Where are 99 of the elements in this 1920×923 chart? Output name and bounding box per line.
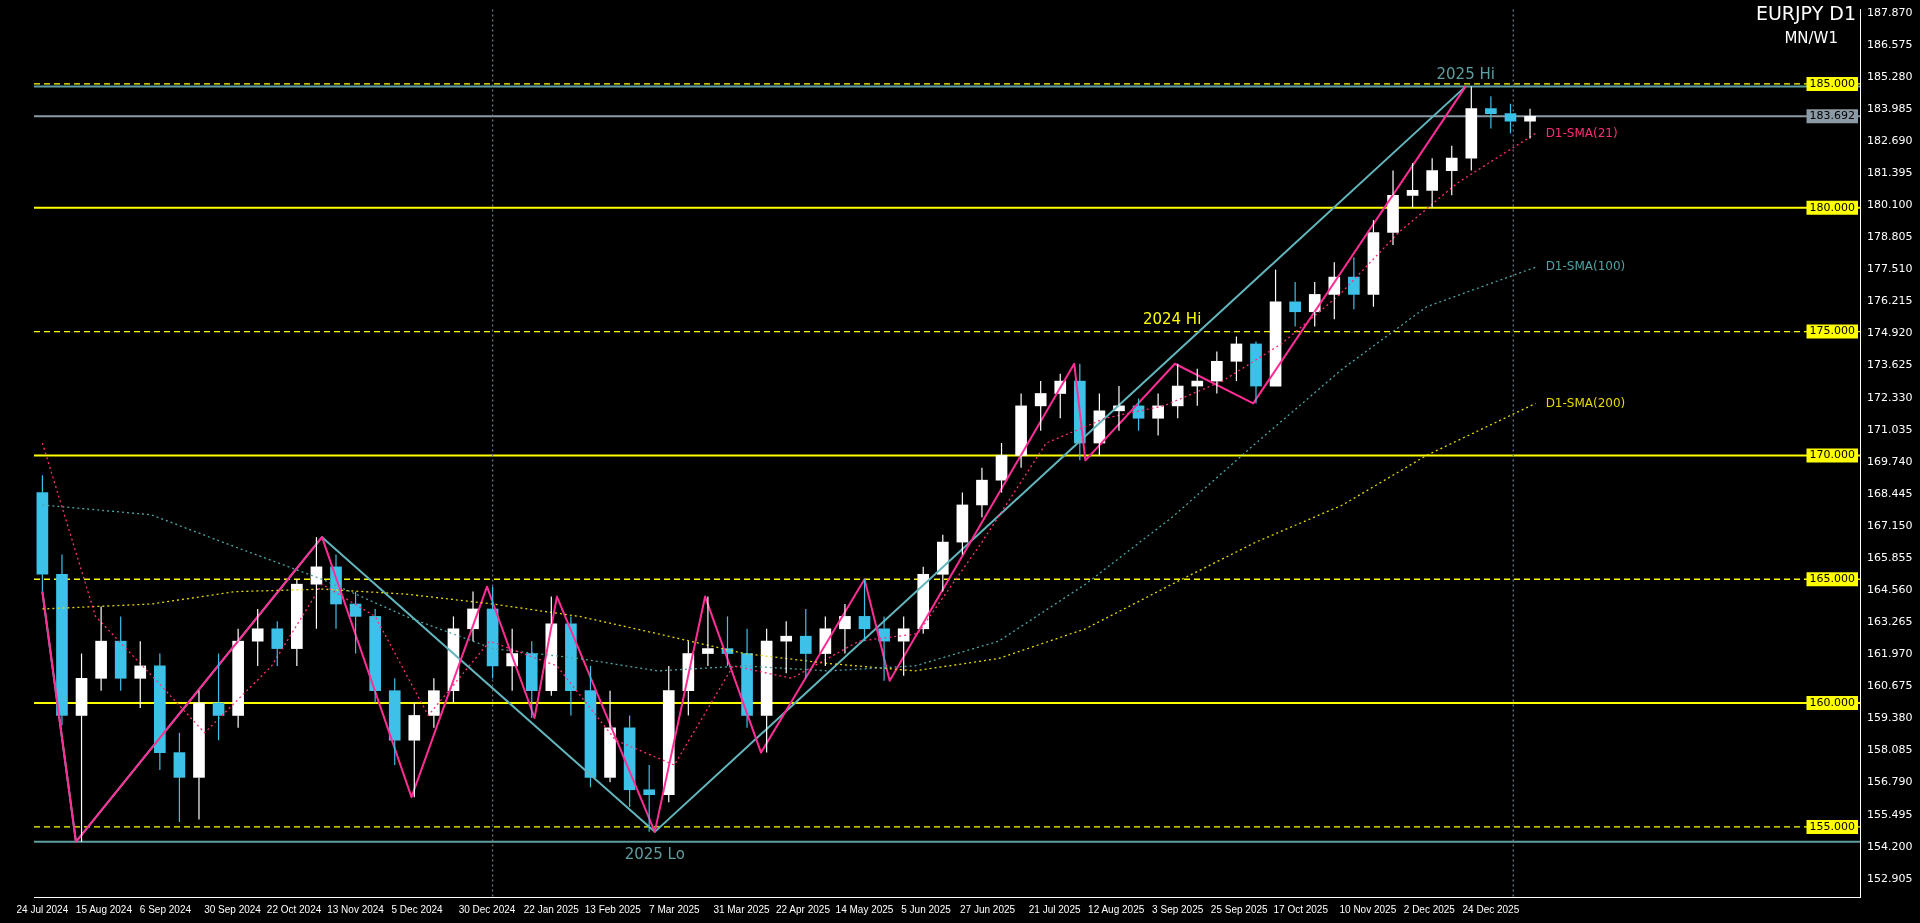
candlestick bbox=[1152, 392, 1164, 437]
x-tick-label: 5 Jun 2025 bbox=[901, 903, 952, 915]
candlestick bbox=[604, 690, 616, 783]
ref-line-label: 170.000 bbox=[1809, 448, 1855, 462]
candlestick bbox=[1250, 340, 1262, 404]
y-tick-label: 156.790 bbox=[1867, 775, 1913, 789]
y-tick-label: 180.100 bbox=[1867, 198, 1913, 212]
y-tick-label: 176.215 bbox=[1867, 294, 1913, 308]
y-tick-label: 174.920 bbox=[1867, 326, 1913, 340]
x-tick-label: 22 Oct 2024 bbox=[266, 903, 322, 915]
x-tick-label: 22 Apr 2025 bbox=[776, 903, 831, 915]
chart-title: EURJPY D1 bbox=[1755, 2, 1856, 25]
candlestick bbox=[1485, 95, 1497, 130]
y-tick-label: 187.870 bbox=[1867, 5, 1913, 19]
y-tick-label: 152.905 bbox=[1867, 871, 1913, 885]
y-tick-label: 181.395 bbox=[1867, 166, 1913, 180]
y-tick-label: 158.085 bbox=[1867, 743, 1913, 757]
candlestick bbox=[134, 640, 147, 709]
ref-line-label: 165.000 bbox=[1809, 572, 1855, 586]
series-label: D1-SMA(21) bbox=[1545, 125, 1618, 140]
x-tick-label: 10 Nov 2025 bbox=[1339, 903, 1397, 915]
candlestick bbox=[56, 553, 68, 726]
x-tick-label: 24 Dec 2025 bbox=[1462, 903, 1520, 915]
line-series bbox=[41, 402, 1537, 672]
x-tick-label: 31 Mar 2025 bbox=[713, 903, 770, 915]
x-tick-label: 7 Mar 2025 bbox=[649, 903, 701, 915]
y-tick-label: 160.675 bbox=[1867, 679, 1913, 693]
candlestick bbox=[173, 732, 186, 823]
candlestick bbox=[75, 652, 88, 843]
y-tick-label: 168.445 bbox=[1867, 486, 1913, 500]
y-tick-label: 155.495 bbox=[1867, 807, 1913, 821]
x-tick-label: 30 Dec 2024 bbox=[458, 903, 516, 915]
x-tick-label: 13 Nov 2024 bbox=[327, 903, 385, 915]
line-series bbox=[41, 132, 1537, 766]
candlestick bbox=[1524, 108, 1536, 139]
y-tick-label: 161.970 bbox=[1867, 647, 1913, 661]
x-tick-label: 6 Sep 2024 bbox=[139, 903, 192, 915]
candlestick bbox=[702, 595, 714, 667]
candlestick bbox=[1348, 256, 1360, 310]
annotation: 2024 Hi bbox=[1142, 309, 1202, 328]
ref-line-label: 185.000 bbox=[1809, 76, 1855, 90]
ref-line-label: 160.000 bbox=[1809, 695, 1855, 709]
y-tick-label: 169.740 bbox=[1867, 454, 1913, 468]
y-tick-label: 178.805 bbox=[1867, 230, 1913, 244]
candlestick bbox=[976, 467, 988, 518]
candlestick bbox=[565, 615, 577, 717]
x-tick-label: 25 Sep 2025 bbox=[1210, 903, 1269, 915]
y-tick-label: 172.330 bbox=[1867, 390, 1913, 404]
y-tick-label: 164.560 bbox=[1867, 583, 1913, 596]
candlestick bbox=[212, 652, 225, 741]
y-tick-label: 159.380 bbox=[1867, 711, 1913, 725]
y-tick-label: 163.265 bbox=[1867, 615, 1913, 629]
candlestick bbox=[1289, 281, 1301, 328]
line-series bbox=[41, 266, 1537, 672]
annotation: 2025 Hi bbox=[1436, 64, 1495, 83]
ref-line-label: 183.692 bbox=[1809, 109, 1855, 123]
series-label: D1-SMA(100) bbox=[1545, 259, 1626, 274]
x-tick-label: 14 May 2025 bbox=[835, 903, 894, 915]
x-tick-label: 22 Jan 2025 bbox=[523, 903, 580, 915]
x-tick-label: 15 Aug 2024 bbox=[75, 903, 133, 915]
y-tick-label: 171.035 bbox=[1867, 422, 1913, 436]
annotation: 2025 Lo bbox=[624, 845, 685, 864]
ref-line-label: 155.000 bbox=[1809, 819, 1855, 833]
x-tick-label: 30 Sep 2024 bbox=[204, 903, 262, 915]
candlestick bbox=[741, 628, 753, 729]
text: MN/W1 bbox=[1784, 29, 1838, 48]
x-tick-label: 5 Dec 2024 bbox=[391, 903, 444, 915]
candlestick bbox=[799, 608, 812, 679]
candlestick bbox=[232, 628, 244, 729]
x-tick-label: 24 Jul 2024 bbox=[16, 903, 69, 915]
x-tick-label: 27 Jun 2025 bbox=[960, 903, 1016, 915]
y-tick-label: 154.200 bbox=[1867, 839, 1913, 853]
ref-line-label: 175.000 bbox=[1809, 324, 1855, 338]
candlestick bbox=[95, 605, 107, 692]
candlestick bbox=[643, 764, 656, 833]
x-tick-label: 12 Aug 2025 bbox=[1088, 903, 1145, 915]
candlestick bbox=[193, 690, 205, 821]
x-tick-label: 2 Dec 2025 bbox=[1403, 903, 1456, 915]
candlestick bbox=[1015, 392, 1027, 469]
candlestick bbox=[839, 603, 851, 655]
y-tick-label: 182.690 bbox=[1867, 133, 1913, 147]
ref-line-label: 180.000 bbox=[1809, 200, 1855, 214]
x-tick-label: 13 Feb 2025 bbox=[584, 903, 642, 915]
x-tick-label: 17 Oct 2025 bbox=[1273, 903, 1329, 915]
candlestick bbox=[251, 608, 264, 667]
y-tick-label: 167.150 bbox=[1867, 518, 1913, 532]
x-tick-label: 3 Sep 2025 bbox=[1152, 903, 1204, 915]
y-tick-label: 173.625 bbox=[1867, 358, 1913, 372]
candlestick bbox=[428, 677, 440, 729]
y-tick-label: 183.985 bbox=[1867, 101, 1913, 115]
candlestick bbox=[291, 578, 303, 667]
y-tick-label: 165.855 bbox=[1867, 550, 1913, 564]
y-tick-label: 177.510 bbox=[1867, 262, 1913, 276]
candlestick bbox=[1387, 169, 1399, 246]
y-tick-label: 186.575 bbox=[1867, 37, 1913, 51]
series-label: D1-SMA(200) bbox=[1545, 395, 1626, 410]
x-tick-label: 21 Jul 2025 bbox=[1028, 903, 1081, 915]
y-tick-label: 185.280 bbox=[1867, 69, 1913, 83]
candlestick bbox=[310, 536, 323, 630]
